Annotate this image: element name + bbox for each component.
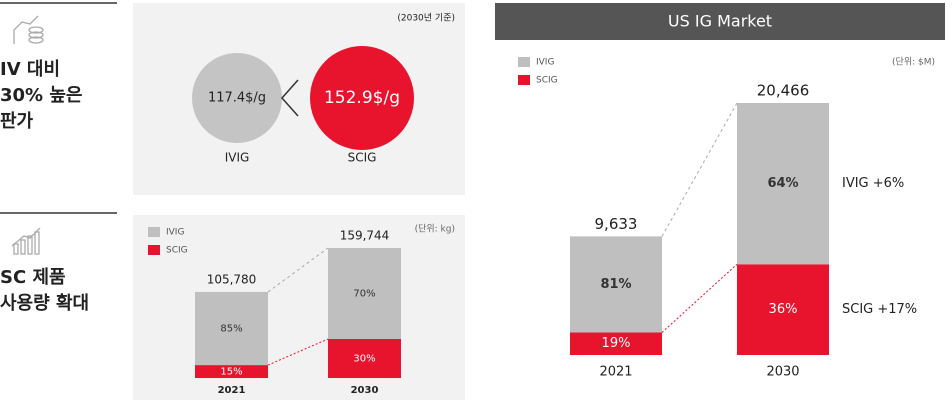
legend-label: SCIG: [166, 246, 188, 256]
legend-swatch: [518, 57, 530, 67]
total-label: 20,466: [757, 82, 810, 100]
ivig-circle: [192, 53, 282, 143]
price: 117.4$/g: [208, 91, 266, 106]
segment-label: 36%: [769, 302, 798, 317]
annotation: SCIG +17%: [842, 302, 917, 317]
x-tick-label: 2021: [599, 365, 632, 380]
connector: [267, 338, 329, 366]
unit: (단위: $M): [892, 57, 935, 68]
section-title: 판가: [0, 111, 34, 132]
bar-segment: [737, 264, 829, 355]
legend-label: IVIG: [536, 58, 554, 68]
bar-segment: [737, 103, 829, 265]
chart-title: US IG Market: [668, 12, 772, 31]
section-title: IV 대비: [0, 59, 60, 80]
section-title: 30% 높은: [0, 85, 82, 106]
segment-label: 85%: [220, 324, 242, 335]
note: (2030년 기준): [397, 13, 455, 24]
x-tick-label: 2030: [766, 365, 799, 380]
legend-swatch: [148, 227, 160, 237]
section-title: SC 제품: [0, 267, 66, 288]
legend-label: SCIG: [536, 76, 558, 86]
bar-segment: [570, 236, 662, 333]
bar-segment: [195, 291, 268, 366]
less-than: [280, 79, 299, 117]
price-label: SCIG: [348, 151, 377, 165]
bar-segment: [570, 332, 662, 355]
connector: [661, 102, 738, 237]
price-panel: [133, 3, 465, 195]
connector: [267, 247, 329, 293]
connector: [661, 263, 738, 333]
segment-label: 81%: [600, 277, 631, 292]
segment-label: 64%: [767, 176, 798, 191]
price: 152.9$/g: [324, 88, 400, 108]
total-label: 159,744: [340, 229, 390, 243]
header: [495, 3, 945, 40]
total-label: 105,780: [207, 272, 257, 286]
bar-segment: [195, 365, 268, 378]
scig-circle: [310, 46, 414, 150]
chart-panel: [133, 215, 465, 400]
segment-label: 19%: [602, 336, 631, 351]
segment-label: 70%: [353, 289, 375, 300]
legend-swatch: [518, 75, 530, 85]
annotation: IVIG +6%: [842, 176, 904, 191]
unit: (단위: kg): [415, 224, 455, 235]
section-title: 사용량 확대: [0, 293, 89, 314]
legend-swatch: [148, 245, 160, 255]
segment-label: 15%: [220, 367, 242, 378]
icon: [11, 15, 44, 255]
x-tick-label: 2021: [218, 385, 246, 396]
bar-segment: [328, 339, 401, 378]
x-tick-label: 2030: [351, 385, 379, 396]
total-label: 9,633: [595, 215, 638, 233]
legend-label: IVIG: [166, 228, 184, 238]
segment-label: 30%: [353, 354, 375, 365]
price-label: IVIG: [225, 151, 250, 165]
bar-segment: [328, 248, 401, 339]
